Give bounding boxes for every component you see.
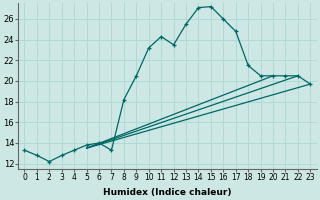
X-axis label: Humidex (Indice chaleur): Humidex (Indice chaleur) <box>103 188 232 197</box>
